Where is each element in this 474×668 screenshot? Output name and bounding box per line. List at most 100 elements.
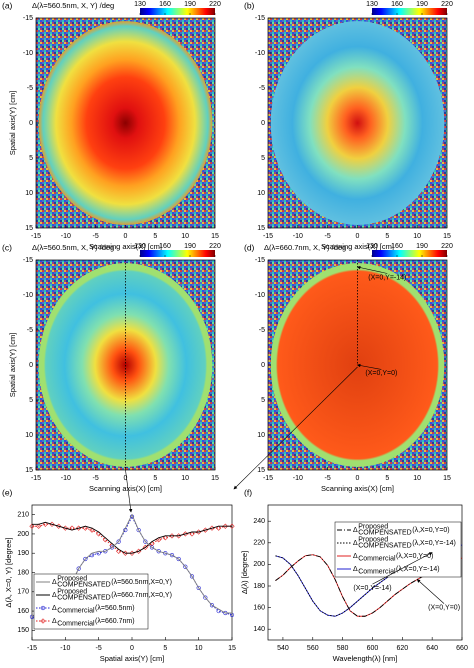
data-point (222, 523, 228, 529)
x-tick-label: 0 (130, 645, 134, 652)
colorbar-tick-label: 220 (209, 1, 221, 8)
annotation: (X=0,Y=-14) (368, 274, 406, 281)
legend-label: Δ (353, 553, 358, 560)
data-point (162, 535, 168, 541)
data-point (203, 595, 208, 600)
data-point (196, 585, 201, 591)
y-tick-label: -15 (255, 15, 265, 22)
legend-label: Proposed (57, 588, 87, 595)
y-tick-label: 5 (29, 155, 33, 162)
colorbar (140, 250, 215, 257)
x-tick-label: 0 (124, 233, 128, 240)
x-tick-label: 15 (443, 475, 451, 482)
data-point (163, 551, 168, 556)
y-tick-label: 200 (17, 531, 29, 538)
colorbar-tick-label: 190 (184, 243, 196, 250)
x-axis-label: Scanning axis(X) [cm] (89, 484, 162, 493)
y-tick-label: -5 (27, 327, 33, 334)
colorbar-tick-label: 160 (159, 243, 171, 250)
legend-label: Δ (353, 527, 358, 534)
plot-frame (267, 504, 463, 641)
legend-label: (λ,X=0,Y=0) (396, 553, 433, 560)
y-tick-label: 5 (29, 397, 33, 404)
data-point (169, 553, 175, 558)
y-tick-label: -10 (255, 292, 265, 299)
data-point (229, 523, 235, 529)
y-tick-label: 140 (253, 626, 265, 633)
x-tick-label: -5 (325, 233, 331, 240)
x-tick-label: 15 (443, 233, 451, 240)
x-tick-label: 660 (456, 645, 468, 652)
colorbar-title: Δ(λ=560.5nm, X, Y) /deg (32, 243, 114, 252)
colorbar-tick-label: 130 (366, 243, 378, 250)
y-tick-label: 15 (257, 225, 265, 232)
y-tick-label: 0 (261, 362, 265, 369)
x-tick-label: 10 (181, 475, 189, 482)
charts: (a) 130 160 190 220 Δ(λ=560.5nm, X, Y) /deg -1… (2, 0, 468, 663)
legend-label: Δ (353, 566, 358, 573)
x-tick-label: 600 (367, 645, 379, 652)
x-tick-label: 620 (396, 645, 408, 652)
x-tick-label: 5 (153, 475, 157, 482)
data-point (189, 531, 195, 537)
y-tick-label: 0 (29, 120, 33, 127)
legend-label: Commercial (358, 555, 396, 562)
y-tick-label: 5 (261, 397, 265, 404)
x-tick-label: 0 (356, 233, 360, 240)
data-point (109, 545, 115, 550)
y-axis-label: Spatial axis(Y) [cm] (8, 91, 17, 156)
y-tick-label: 190 (17, 550, 29, 557)
x-tick-label: 560 (307, 645, 319, 652)
legend-box (33, 573, 149, 630)
panel-label: (a) (2, 0, 13, 10)
legend-label: Commercial (57, 607, 95, 614)
panel-label: (c) (2, 242, 12, 252)
data-point (183, 564, 188, 569)
colorbar-tick-label: 160 (391, 243, 403, 250)
annotation-arrow (356, 265, 388, 274)
annotation: (X=0,Y=0) (365, 370, 397, 377)
colorbar-tick-label: 220 (441, 243, 453, 250)
legend-label: (λ=560.5nm,X=0,Y) (111, 579, 172, 586)
legend-label: Δ (52, 605, 57, 612)
y-tick-label: 200 (253, 561, 265, 568)
y-axis-label: Δ(λ) [degree] (240, 551, 249, 594)
legend-label: Δ (353, 540, 358, 547)
x-tick-label: -5 (93, 475, 99, 482)
x-tick-label: 10 (181, 233, 189, 240)
data-point (76, 566, 81, 571)
data-point (82, 525, 88, 531)
colorbar-title: Δ(λ=660.7nm, X, Y) /deg (264, 243, 346, 252)
panel-label: (e) (2, 487, 13, 497)
y-tick-label: -15 (23, 257, 33, 264)
data-point (189, 574, 195, 579)
data-point (143, 539, 148, 544)
guide-arrow (233, 366, 358, 490)
data-point (176, 556, 181, 562)
annotation: (X=0,Y=0) (428, 604, 460, 611)
colorbar-title: Δ(λ=560.5nm, X, Y) /deg (32, 1, 114, 10)
data-point (29, 523, 35, 529)
colorbar-tick-label: 190 (184, 1, 196, 8)
legend-label: Δ (52, 579, 57, 586)
x-tick-label: -15 (263, 475, 273, 482)
data-point (156, 549, 161, 554)
x-axis-label: Scanning axis(X) [cm] (321, 242, 394, 251)
legend-label: COMPENSATED (358, 542, 412, 549)
panel-label: (b) (244, 0, 255, 10)
heatmap-disk (38, 21, 213, 225)
x-tick-label: 15 (228, 645, 236, 652)
legend-label: Commercial (57, 620, 95, 627)
y-tick-label: 170 (17, 589, 29, 596)
y-tick-label: -5 (259, 85, 265, 92)
x-tick-label: 640 (426, 645, 438, 652)
legend-label: Proposed (57, 575, 87, 582)
x-tick-label: 580 (337, 645, 349, 652)
annotation-arrow (372, 552, 433, 585)
data-point (83, 556, 88, 562)
y-tick-label: 15 (257, 467, 265, 474)
y-tick-label: 210 (17, 511, 29, 518)
x-tick-label: -10 (61, 475, 71, 482)
